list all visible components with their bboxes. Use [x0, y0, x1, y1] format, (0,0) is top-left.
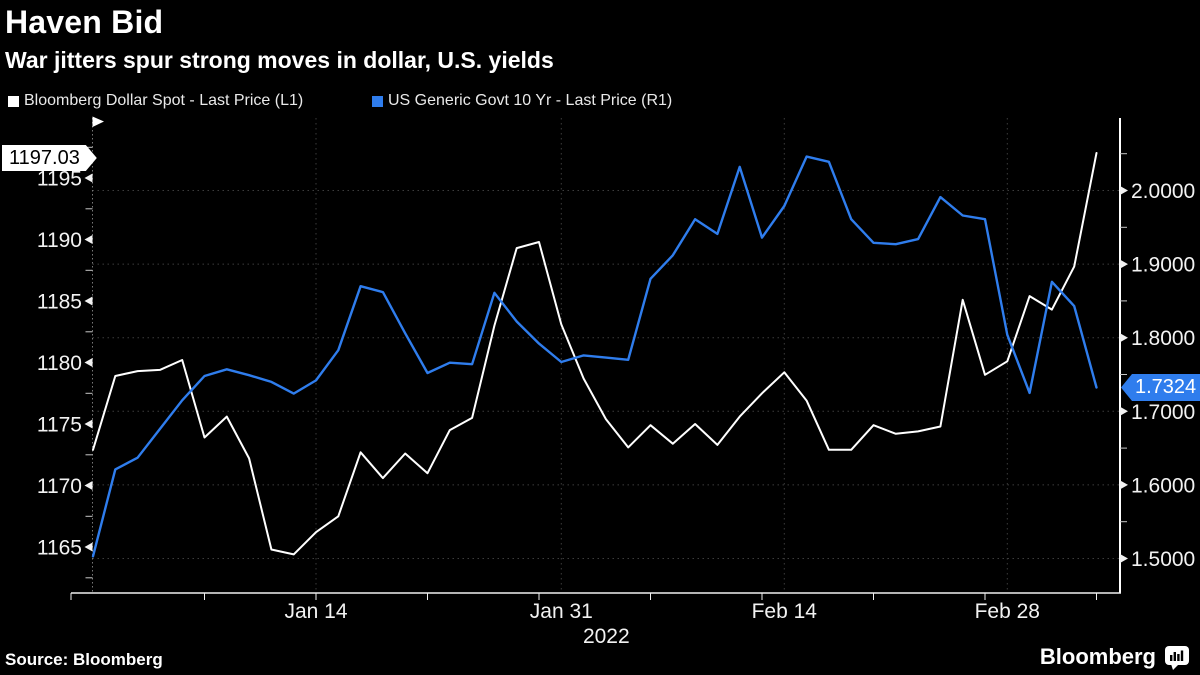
right-tick-arrow-icon	[1120, 333, 1128, 343]
left-axis-tick-label: 1180	[37, 352, 82, 375]
legend-label: US Generic Govt 10 Yr - Last Price (R1)	[388, 92, 673, 109]
right-tick-arrow-icon	[1120, 554, 1128, 563]
left-tick-arrow-icon	[84, 542, 93, 552]
right-axis-tick-label: 1.6000	[1131, 474, 1195, 497]
legend-swatch-white-icon	[8, 95, 19, 107]
right-axis-tick-label: 1.8000	[1131, 327, 1195, 350]
left-axis-top-flag-icon	[92, 116, 104, 127]
left-tick-arrow-icon	[84, 358, 93, 367]
right-tick-arrow-icon	[1120, 259, 1128, 269]
legend-label: Bloomberg Dollar Spot - Last Price (L1)	[24, 92, 304, 109]
x-axis-date-label: Jan 31	[530, 600, 593, 623]
bloomberg-bug-icon	[1165, 646, 1189, 670]
right-axis-tick-label: 1.7000	[1131, 401, 1195, 424]
left-axis-tick-label: 1190	[37, 229, 82, 252]
x-axis-year-label: 2022	[583, 625, 630, 648]
left-tick-arrow-icon	[84, 173, 93, 183]
left-tick-arrow-icon	[84, 419, 93, 429]
left-tick-arrow-icon	[84, 235, 93, 244]
left-tick-arrow-icon	[84, 481, 93, 490]
chart-subtitle: War jitters spur strong moves in dollar,…	[5, 47, 554, 73]
bloomberg-logo: Bloomberg	[1040, 644, 1190, 670]
dollar-last-price-badge: 1197.03	[2, 145, 97, 171]
dollar-spot-line	[92, 152, 1098, 556]
x-axis-date-label: Feb 28	[975, 600, 1040, 623]
left-tick-arrow-icon	[84, 296, 93, 306]
right-tick-arrow-icon	[1120, 480, 1128, 490]
x-axis-date-label: Jan 14	[284, 600, 347, 623]
legend-item-us-10yr: US Generic Govt 10 Yr - Last Price (R1)	[372, 92, 673, 109]
right-axis-tick-label: 2.0000	[1131, 180, 1195, 203]
left-axis-tick-label: 1185	[37, 291, 82, 314]
right-axis-tick-label: 1.5000	[1131, 548, 1195, 571]
x-axis-date-label: Feb 14	[752, 600, 818, 623]
page-title: Haven Bid	[5, 4, 164, 40]
left-axis-tick-label: 1165	[37, 537, 82, 560]
left-axis-tick-label: 1175	[37, 414, 82, 437]
legend-swatch-blue-icon	[372, 95, 383, 107]
yield-last-price-badge: 1.7324	[1121, 374, 1200, 401]
left-axis-tick-label: 1170	[37, 475, 82, 498]
source-attribution: Source: Bloomberg	[5, 650, 163, 669]
ten-year-yield-line	[91, 155, 1098, 558]
right-axis-tick-label: 1.9000	[1131, 254, 1195, 277]
bloomberg-logo-text: Bloomberg	[1039, 644, 1156, 669]
right-tick-arrow-icon	[1120, 406, 1128, 416]
left-axis-tick-label: 1195	[37, 168, 82, 191]
legend-item-dollar-spot: Bloomberg Dollar Spot - Last Price (L1)	[8, 92, 304, 109]
right-tick-arrow-icon	[1120, 186, 1128, 195]
